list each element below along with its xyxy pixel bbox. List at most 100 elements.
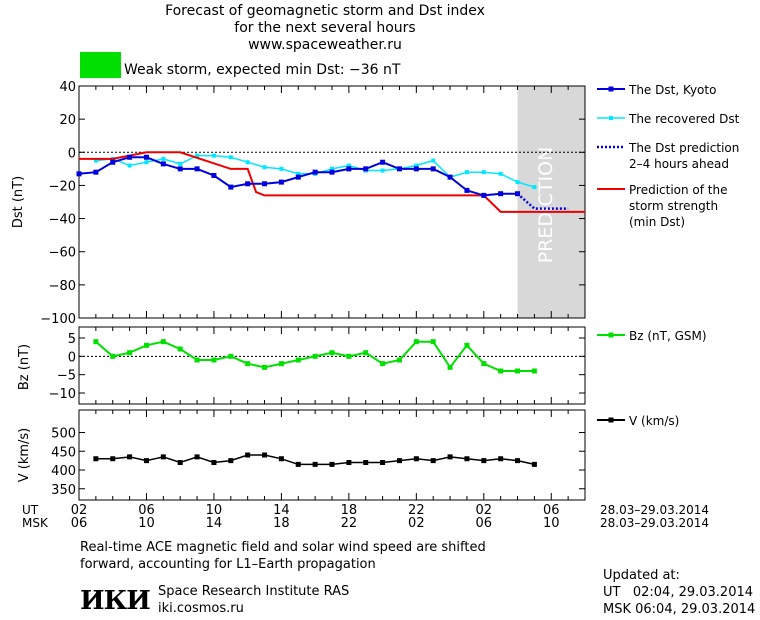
bz-panel-frame [78,326,586,405]
dst-kyoto-marker [329,169,335,175]
legend-dst-kyoto-label: The Dst, Kyoto [628,83,716,97]
dst-recovered-marker [279,166,284,171]
bz-marker [127,350,133,356]
v-marker [515,458,521,464]
dst-recovered-marker [228,155,233,160]
v-y-axis-label: V (km/s) [17,428,32,483]
bz-y-tick-label: −10 [49,387,76,402]
v-marker [464,456,470,462]
dst-recovered-marker [498,171,503,176]
v-marker [211,460,217,465]
bz-marker [413,339,419,345]
v-marker [93,456,99,462]
v-marker [413,456,419,462]
v-marker [447,454,453,460]
legend-v-marker [608,417,614,423]
legend-dst-recovered-marker [609,116,613,120]
legend-storm-strength-label: Prediction of the [629,183,728,197]
v-marker [329,461,335,467]
bz-marker [245,361,251,367]
dst-y-tick-label: −80 [49,279,76,294]
dst-recovered-marker [93,158,98,163]
msk-tick-label: 06 [71,516,88,531]
v-marker [430,458,436,464]
dst-kyoto-marker [295,174,301,180]
legend-dst-prediction-label: The Dst prediction [628,141,739,155]
dst-kyoto-marker [211,172,217,178]
dst-kyoto-marker [363,166,369,172]
dst-recovered-marker [178,161,183,166]
ut-tick-label: 02 [476,503,493,518]
dst-kyoto-marker [177,166,183,172]
dst-recovered-marker [330,166,334,171]
dst-y-tick-label: 40 [59,80,76,95]
bz-marker [329,350,335,356]
dst-recovered-marker [195,153,200,158]
dst-y-tick-label: −100 [40,312,76,327]
ace-note-line2: forward, accounting for L1–Earth propaga… [80,557,376,572]
bz-y-axis-label: Bz (nT) [17,344,32,390]
dst-recovered-marker [481,170,486,175]
v-y-tick-label: 500 [51,427,76,442]
v-marker [481,458,487,464]
v-marker [262,452,268,458]
bz-marker [430,339,436,345]
dst-y-tick-label: −40 [49,213,76,228]
institute-website[interactable]: iki.cosmos.ru [158,601,244,616]
bz-marker [363,350,369,356]
v-marker [312,461,318,467]
dst-kyoto-marker [380,159,386,165]
dst-kyoto-marker [76,171,82,177]
dst-recovered-marker [380,168,385,173]
legend-bz-label: Bz (nT, GSM) [629,329,707,343]
msk-tick-label: 18 [273,516,290,531]
iki-logo: ИКИ [80,586,151,616]
v-marker [531,461,537,467]
prediction-band-label: PREDICTION [535,147,557,264]
dst-recovered-marker [515,180,520,185]
updated-msk: MSK 06:04, 29.03.2014 [603,602,756,617]
bz-marker [194,357,200,363]
v-marker [396,458,402,464]
storm-strength-line [79,151,585,213]
v-marker [110,456,116,462]
legend-dst-kyoto-marker [608,86,614,92]
bz-marker [481,361,487,367]
bz-marker [160,339,166,345]
dst-recovered-marker [245,160,250,165]
page-title: Forecast of geomagnetic storm and Dst in… [165,3,485,19]
dst-recovered-marker [431,158,436,163]
msk-tick-label: 14 [206,516,223,531]
storm-status-label: Weak storm, expected min Dst: −36 nT [124,62,401,78]
legend-dst-recovered-label: The recovered Dst [628,112,740,126]
dst-kyoto-marker [464,187,470,193]
dst-kyoto-marker [413,166,419,172]
v-marker [177,460,183,465]
ut-tick-label: 10 [206,503,223,518]
ut-axis-label: UT [22,503,39,517]
institute-name: Space Research Institute RAS [158,584,350,599]
bz-marker [177,346,183,352]
ace-note-line1: Real-time ACE magnetic field and solar w… [80,540,486,555]
dst-kyoto-marker [110,159,116,165]
dst-recovered-marker [144,160,149,165]
dst-kyoto-marker [262,181,268,187]
website-link[interactable]: www.spaceweather.ru [248,37,402,53]
legend-v-label: V (km/s) [629,414,679,428]
msk-tick-label: 06 [476,516,493,531]
dst-recovered-marker [414,163,419,168]
legend-storm-strength-label: storm strength [629,199,718,213]
bz-marker [312,353,318,359]
dst-kyoto-marker [143,154,149,160]
v-marker [346,460,352,465]
dst-recovered-marker [127,163,132,168]
bz-marker [143,342,149,348]
ut-tick-label: 06 [543,503,560,518]
legend-bz-marker [608,332,614,338]
bz-marker [211,357,217,363]
dst-kyoto-marker [228,184,234,190]
dst-y-tick-label: −20 [49,179,76,194]
dst-kyoto-marker [346,166,352,172]
